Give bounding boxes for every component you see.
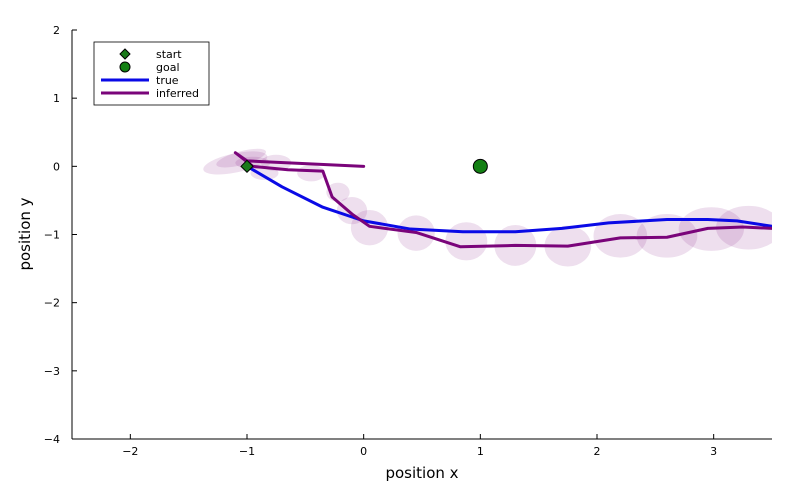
legend-goal-label: goal bbox=[156, 61, 180, 74]
x-tick-label: 1 bbox=[477, 445, 484, 458]
y-tick-label: −1 bbox=[44, 229, 60, 242]
x-tick-label: −2 bbox=[122, 445, 138, 458]
x-tick-label: 2 bbox=[594, 445, 601, 458]
point-markers bbox=[240, 158, 488, 174]
uncertainty-ellipse-0 bbox=[203, 151, 268, 175]
y-tick-label: 0 bbox=[53, 160, 60, 173]
uncertainty-ellipse-4 bbox=[250, 166, 279, 180]
series-line-true bbox=[245, 164, 772, 234]
start-marker bbox=[240, 159, 254, 174]
x-tick-label: −1 bbox=[239, 445, 255, 458]
x-ticks: −2 −1 0 1 2 3 bbox=[122, 434, 717, 458]
legend-goal-symbol bbox=[119, 61, 131, 73]
legend-inferred-label: inferred bbox=[156, 87, 199, 100]
y-ticks: −4 −3 −2 −1 0 1 2 bbox=[44, 24, 77, 446]
uncertainty-ellipse-5 bbox=[297, 164, 326, 182]
uncertainty-ellipse-7 bbox=[336, 197, 368, 225]
y-axis-label: position y bbox=[16, 197, 34, 270]
y-tick-label: −3 bbox=[44, 365, 60, 378]
y-tick-label: −4 bbox=[44, 433, 60, 446]
legend-start-symbol bbox=[119, 48, 131, 60]
uncertainty-ellipse-10 bbox=[445, 222, 488, 261]
y-tick-label: 1 bbox=[53, 92, 60, 105]
x-tick-label: 0 bbox=[360, 445, 367, 458]
uncertainty-ellipse-13 bbox=[593, 214, 648, 258]
legend-start-label: start bbox=[156, 48, 182, 61]
legend-true-label: true bbox=[156, 74, 179, 87]
y-tick-label: 2 bbox=[53, 24, 60, 37]
y-tick-label: −2 bbox=[44, 297, 60, 310]
x-tick-label: 3 bbox=[710, 445, 717, 458]
goal-marker bbox=[472, 158, 488, 174]
x-axis-label: position x bbox=[385, 464, 458, 482]
